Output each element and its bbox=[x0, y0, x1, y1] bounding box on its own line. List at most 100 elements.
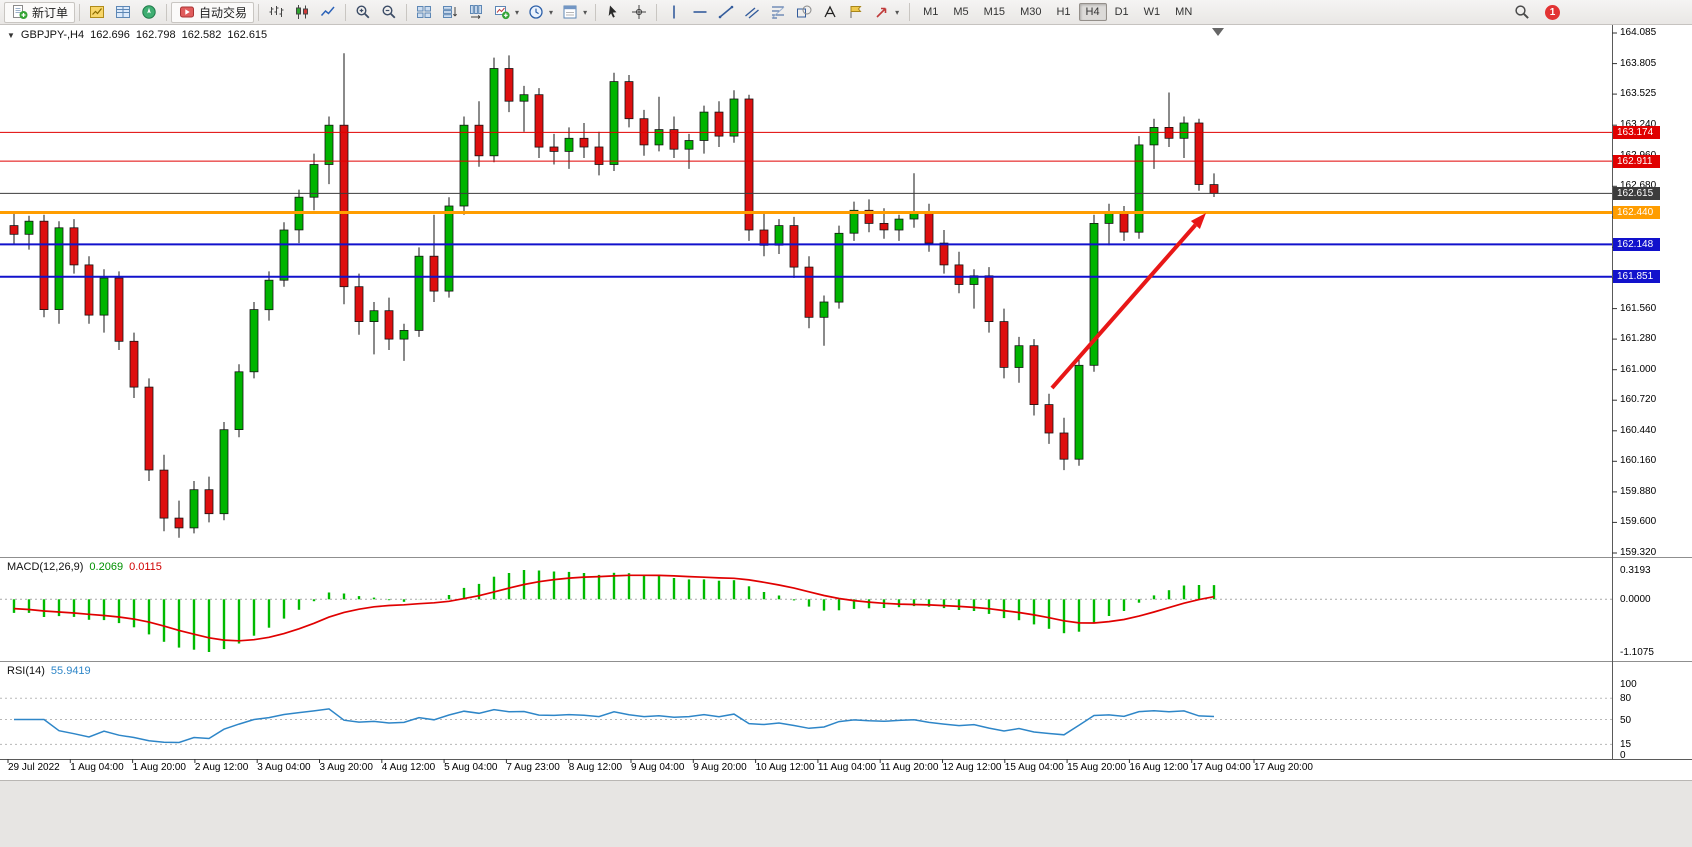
time-axis-label: 3 Aug 20:00 bbox=[319, 762, 373, 773]
timeframe-d1[interactable]: D1 bbox=[1114, 6, 1129, 18]
time-axis-label: 9 Aug 20:00 bbox=[693, 762, 747, 773]
line-chart-icon bbox=[319, 3, 337, 21]
horizontal-line-button[interactable] bbox=[687, 2, 713, 23]
search-button[interactable] bbox=[1509, 2, 1535, 23]
toolbar-separator bbox=[406, 3, 408, 21]
timeframe-h4[interactable]: H4 bbox=[1078, 3, 1107, 21]
chart-header: ▼ GBPJPY-,H4 162.696 162.798 162.582 162… bbox=[7, 29, 267, 41]
time-axis-label: 8 Aug 12:00 bbox=[568, 762, 623, 773]
toolbar-right: 1 bbox=[1509, 2, 1688, 23]
shapes-icon bbox=[795, 3, 813, 21]
navigator-button[interactable] bbox=[136, 2, 162, 23]
periods-button[interactable]: ▾ bbox=[523, 2, 557, 23]
crosshair-button[interactable] bbox=[626, 2, 652, 23]
fibonacci-button[interactable] bbox=[765, 2, 791, 23]
zoom-out-button[interactable] bbox=[376, 2, 402, 23]
candles-layer bbox=[9, 53, 1219, 538]
text-button[interactable] bbox=[817, 2, 843, 23]
time-axis-label: 11 Aug 20:00 bbox=[880, 762, 939, 773]
time-axis-label: 4 Aug 12:00 bbox=[381, 762, 436, 773]
chart-background bbox=[0, 25, 1692, 780]
arrows-icon bbox=[873, 3, 891, 21]
time-axis-label: 5 Aug 04:00 bbox=[444, 762, 498, 773]
rsi-line bbox=[14, 708, 1215, 744]
trendline-button[interactable] bbox=[713, 2, 739, 23]
zoom-in-icon bbox=[354, 3, 372, 21]
timeframe-mn[interactable]: MN bbox=[1175, 6, 1193, 18]
bottom-bar bbox=[0, 780, 1692, 847]
cursor-button[interactable] bbox=[600, 2, 626, 23]
candlestick-icon bbox=[293, 3, 311, 21]
candlestick-button[interactable] bbox=[289, 2, 315, 23]
price-axis-label: 160.720 bbox=[1620, 394, 1657, 406]
bar-chart-button[interactable] bbox=[263, 2, 289, 23]
time-axis-label: 17 Aug 20:00 bbox=[1254, 762, 1313, 773]
toolbar-separator bbox=[345, 3, 347, 21]
vertical-line-icon bbox=[665, 3, 683, 21]
one-click-trading-toggle[interactable]: ▼ bbox=[7, 30, 15, 40]
arrange-vertical-button[interactable] bbox=[463, 2, 489, 23]
text-icon bbox=[821, 3, 839, 21]
price-axis-label: 162.680 bbox=[1620, 180, 1657, 192]
equidistant-channel-icon bbox=[743, 3, 761, 21]
periods-icon bbox=[527, 3, 545, 21]
rsi-axis-label: 50 bbox=[1620, 714, 1632, 726]
new-chart-button[interactable]: ▾ bbox=[489, 2, 523, 23]
macd-signal-value: 0.0115 bbox=[129, 561, 162, 573]
dropdown-arrow-icon: ▾ bbox=[583, 7, 588, 17]
timeframe-m30[interactable]: M30 bbox=[1020, 6, 1042, 18]
market-watch-button[interactable] bbox=[84, 2, 110, 23]
line-chart-button[interactable] bbox=[315, 2, 341, 23]
rsi-indicator-label: RSI(14) 55.9419 bbox=[7, 665, 91, 677]
new-order-button[interactable]: 新订单 bbox=[4, 1, 76, 23]
auto-trading-icon bbox=[178, 3, 196, 21]
arrows-button[interactable]: ▾ bbox=[869, 2, 903, 23]
rsi-axis-label: 0 bbox=[1620, 750, 1626, 761]
time-axis-label: 15 Aug 20:00 bbox=[1067, 762, 1127, 773]
bar-chart-icon bbox=[267, 3, 285, 21]
ohlc-open: 162.696 bbox=[90, 29, 130, 41]
text-label-button[interactable] bbox=[843, 2, 869, 23]
crosshair-icon bbox=[630, 3, 648, 21]
price-axis-label: 163.805 bbox=[1620, 57, 1657, 69]
shapes-button[interactable] bbox=[791, 2, 817, 23]
arrange-horizontal-button[interactable] bbox=[437, 2, 463, 23]
timeframe-m15[interactable]: M15 bbox=[983, 6, 1006, 18]
macd-axis-label: 0.0000 bbox=[1620, 594, 1651, 606]
auto-trading-button[interactable]: 自动交易 bbox=[171, 1, 255, 23]
time-axis-label: 3 Aug 04:00 bbox=[257, 762, 311, 773]
macd-signal-line bbox=[13, 574, 1215, 642]
chart-shift-marker[interactable] bbox=[1212, 28, 1224, 36]
toolbar-separator bbox=[595, 3, 597, 21]
zoom-in-button[interactable] bbox=[350, 2, 376, 23]
price-axis-label: 161.560 bbox=[1620, 302, 1657, 314]
price-tag: 162.615 bbox=[1613, 186, 1660, 200]
search-icon bbox=[1513, 3, 1531, 21]
timeframe-m1[interactable]: M1 bbox=[923, 6, 939, 18]
tile-windows-button[interactable] bbox=[411, 2, 437, 23]
axis-ticks bbox=[7, 32, 1617, 763]
time-axis-label: 2 Aug 12:00 bbox=[194, 762, 249, 773]
vertical-line-button[interactable] bbox=[661, 2, 687, 23]
trend-arrow-object[interactable] bbox=[1050, 213, 1206, 390]
horizontal-line-icon bbox=[691, 3, 709, 21]
templates-button[interactable]: ▾ bbox=[557, 2, 591, 23]
timeframe-h1[interactable]: H1 bbox=[1056, 6, 1071, 18]
toolbar-separator bbox=[258, 3, 260, 21]
price-tag: 161.851 bbox=[1613, 270, 1660, 284]
notification-badge[interactable]: 1 bbox=[1545, 4, 1560, 20]
rsi-axis-label: 15 bbox=[1620, 739, 1632, 751]
toolbar: 新订单 自动交易 ▾ ▾ ▾ ▾ M1 M5 M15 M30 H1 H4 D1 W1 MN 1 bbox=[0, 0, 1692, 25]
equidistant-channel-button[interactable] bbox=[739, 2, 765, 23]
data-window-button[interactable] bbox=[110, 2, 136, 23]
price-tag: 162.911 bbox=[1613, 154, 1660, 168]
new-order-label: 新订单 bbox=[32, 5, 69, 20]
price-axis-label: 160.440 bbox=[1620, 424, 1657, 436]
text-label-icon bbox=[847, 3, 865, 21]
rsi-axis-label: 80 bbox=[1620, 693, 1632, 705]
price-axis-label: 159.320 bbox=[1620, 547, 1657, 558]
timeframe-w1[interactable]: W1 bbox=[1143, 6, 1161, 18]
dropdown-arrow-icon: ▾ bbox=[895, 7, 900, 17]
timeframe-m5[interactable]: M5 bbox=[953, 6, 969, 18]
